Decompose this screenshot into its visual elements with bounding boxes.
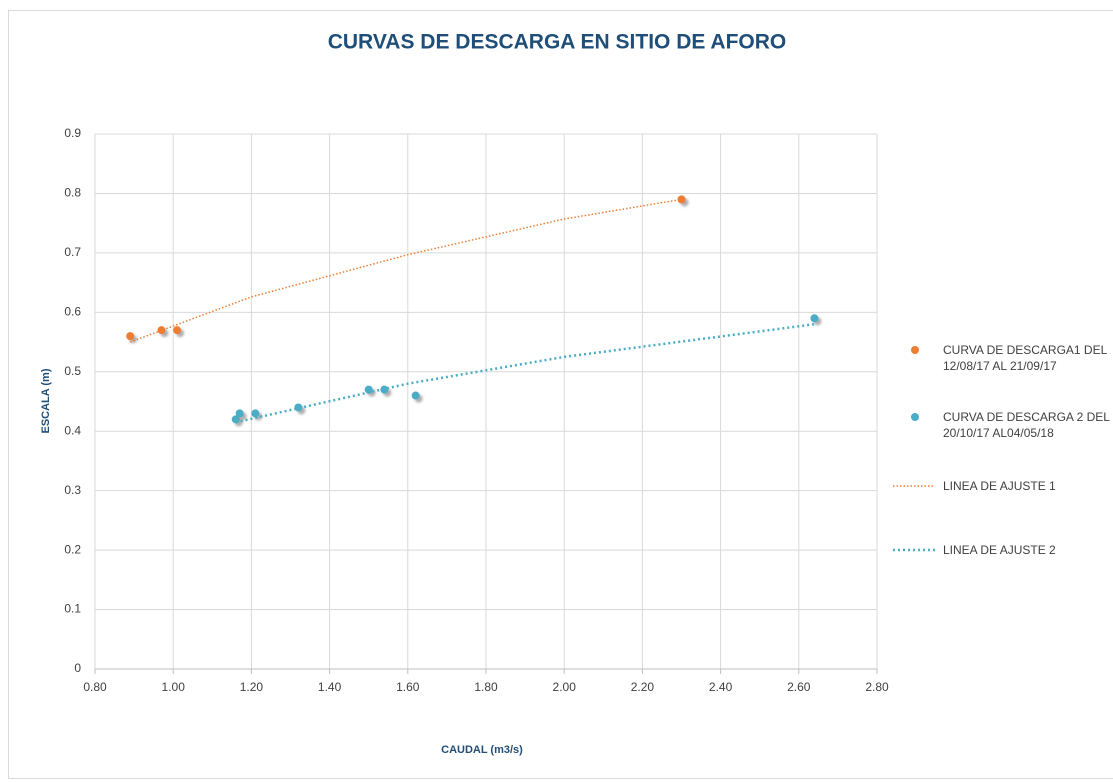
point <box>411 391 420 400</box>
x-tick-label: 0.80 <box>83 680 107 694</box>
x-tick-label: 1.20 <box>240 680 264 694</box>
x-axis-label: CAUDAL (m3/s) <box>441 744 523 756</box>
chart-title: CURVAS DE DESCARGA EN SITIO DE AFORO <box>328 31 787 54</box>
x-tick-label: 2.60 <box>787 680 811 694</box>
y-tick-label: 0.4 <box>64 423 81 437</box>
point <box>235 409 244 418</box>
y-tick-label: 0.7 <box>64 245 81 259</box>
y-tick-label: 0.8 <box>64 186 81 200</box>
legend-label: CURVA DE DESCARGA1 DEL 12/08/17 AL 21/09… <box>943 343 1107 373</box>
y-tick-label: 0.3 <box>64 483 81 497</box>
trend-line <box>235 322 815 424</box>
point <box>380 385 389 394</box>
x-tick-label: 1.60 <box>396 680 420 694</box>
legend-label: LINEA DE AJUSTE 1 <box>943 479 1056 493</box>
point <box>294 403 303 412</box>
point <box>810 314 819 323</box>
chart-border <box>8 10 1113 779</box>
y-tick-label: 0 <box>74 661 81 675</box>
x-tick-label: 2.00 <box>553 680 577 694</box>
y-tick-label: 0.2 <box>64 542 81 556</box>
point <box>157 326 166 335</box>
y-tick-label: 0.1 <box>64 602 81 616</box>
legend-swatch <box>911 346 919 354</box>
x-tick-label: 1.80 <box>474 680 498 694</box>
x-tick-label: 1.00 <box>162 680 186 694</box>
point <box>231 415 240 424</box>
point <box>173 326 182 335</box>
y-axis-label: ESCALA (m) <box>40 368 52 433</box>
x-tick-label: 2.20 <box>631 680 655 694</box>
point <box>126 332 135 341</box>
point <box>364 385 373 394</box>
trend-line <box>129 198 682 343</box>
legend-label: LINEA DE AJUSTE 2 <box>943 543 1056 557</box>
x-tick-label: 2.80 <box>865 680 889 694</box>
y-tick-label: 0.5 <box>64 364 81 378</box>
x-tick-label: 1.40 <box>318 680 342 694</box>
y-tick-label: 0.9 <box>64 126 81 140</box>
legend-swatch <box>911 413 919 421</box>
x-tick-label: 2.40 <box>709 680 733 694</box>
y-tick-label: 0.6 <box>64 305 81 319</box>
legend-label: CURVA DE DESCARGA 2 DEL 20/10/17 AL04/05… <box>943 410 1110 440</box>
point <box>251 409 260 418</box>
